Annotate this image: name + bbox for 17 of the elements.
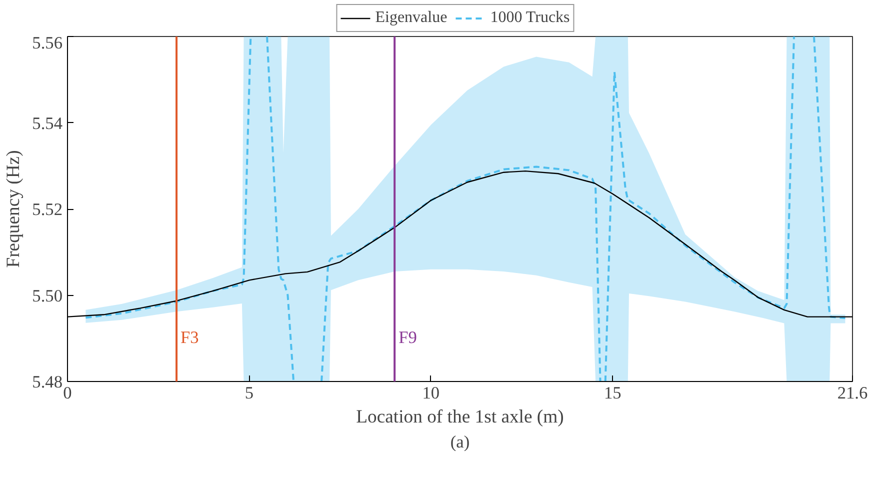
x-axis-title: Location of the 1st axle (m)	[356, 406, 564, 428]
ref-line-label: F9	[398, 328, 417, 347]
x-tick-label: 0	[63, 384, 72, 402]
y-tick-label: 5.56	[32, 34, 63, 52]
x-tick-label: 15	[604, 384, 622, 402]
x-tick-label: 21.6	[837, 384, 868, 402]
x-tick-label: 5	[244, 384, 254, 402]
legend-label: 1000 Trucks	[490, 9, 570, 27]
y-axis-title: Frequency (Hz)	[3, 150, 24, 268]
y-tick-label: 5.54	[32, 114, 63, 133]
legend-label: Eigenvalue	[375, 9, 448, 27]
text: (a)	[450, 432, 470, 452]
y-tick-label: 5.50	[32, 286, 63, 306]
y-tick-label: 5.52	[32, 200, 63, 219]
x-tick-label: 10	[422, 384, 440, 402]
ref-line-label: F3	[180, 328, 199, 347]
y-tick-label: 5.48	[32, 372, 63, 392]
